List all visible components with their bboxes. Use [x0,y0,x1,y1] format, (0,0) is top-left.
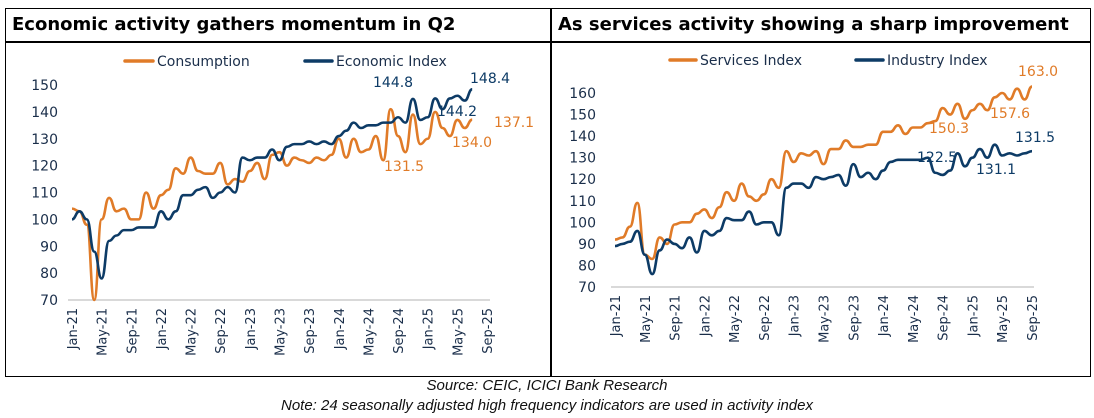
data-label: 131.5 [1015,130,1055,146]
x-tick-label: Jan-24 [333,308,348,350]
x-tick-label: May-24 [907,295,922,343]
x-tick-label: May-22 [185,308,200,356]
y-tick-label: 150 [31,78,58,94]
data-label: 144.2 [437,104,477,120]
x-tick-label: Sep-21 [669,295,684,341]
x-tick-label: Sep-22 [758,295,773,341]
y-tick-label: 90 [40,239,58,255]
x-tick-label: Sep-25 [1026,295,1041,341]
data-label: 150.3 [929,121,969,137]
data-label: 144.8 [373,75,413,91]
x-tick-label: Sep-23 [303,308,318,354]
legend-label: Industry Index [887,53,988,69]
x-tick-label: May-24 [362,308,377,356]
data-label: 137.1 [494,115,534,131]
x-tick-label: Jan-21 [66,308,81,350]
panel-divider [550,8,552,377]
title-divider [5,41,1091,43]
data-label: 134.0 [452,135,492,151]
x-tick-label: May-23 [818,295,833,343]
y-tick-label: 130 [569,151,596,167]
y-tick-label: 70 [578,280,596,296]
x-tick-label: May-25 [996,295,1011,343]
series-line-economic-index [71,88,473,280]
y-tick-label: 140 [569,129,596,145]
y-tick-label: 120 [31,159,58,175]
note-text: Note: 24 seasonally adjusted high freque… [281,397,813,414]
data-label: 163.0 [1018,64,1058,80]
x-tick-label: Sep-24 [937,295,952,341]
legend-label: Consumption [157,54,250,70]
x-tick-label: Jan-22 [698,295,713,337]
x-tick-label: Sep-22 [214,308,229,354]
series-line-services-index [614,85,1033,261]
y-tick-label: 90 [578,237,596,253]
x-tick-label: Sep-24 [392,308,407,354]
x-tick-label: Jan-23 [244,308,259,350]
data-label: 131.5 [384,159,424,175]
x-tick-label: Sep-25 [481,308,496,354]
y-tick-label: 150 [569,108,596,124]
figure-frame [5,8,1091,377]
y-tick-label: 100 [31,212,58,228]
x-tick-label: Jan-22 [155,308,170,350]
right-chart-title: As services activity showing a sharp imp… [558,14,1069,35]
y-tick-label: 110 [569,194,596,210]
x-tick-label: May-21 [96,308,111,356]
x-tick-label: Sep-21 [125,308,140,354]
x-tick-label: Jan-21 [609,295,624,337]
x-tick-label: Jan-25 [422,308,437,350]
legend-label: Services Index [700,53,802,69]
y-tick-label: 120 [569,172,596,188]
y-tick-label: 70 [40,293,58,309]
y-tick-label: 80 [40,266,58,282]
x-tick-label: Sep-23 [847,295,862,341]
data-label: 131.1 [976,162,1016,178]
x-tick-label: Jan-24 [877,295,892,337]
series-line-consumption [71,107,473,302]
x-tick-label: May-25 [451,308,466,356]
legend-label: Economic Index [336,54,447,70]
x-tick-label: Jan-25 [966,295,981,337]
left-chart-title: Economic activity gathers momentum in Q2 [12,14,456,35]
x-tick-label: May-23 [274,308,289,356]
source-text: Source: CEIC, ICICI Bank Research [426,377,668,394]
y-tick-label: 80 [578,258,596,274]
y-tick-label: 110 [31,186,58,202]
series-line-industry-index [614,143,1033,276]
y-tick-label: 130 [31,132,58,148]
y-tick-label: 100 [569,215,596,231]
y-tick-label: 160 [569,86,596,102]
x-tick-label: May-22 [728,295,743,343]
y-tick-label: 140 [31,105,58,121]
data-label: 157.6 [990,106,1030,122]
data-label: 122.5 [917,150,957,166]
x-tick-label: Jan-23 [788,295,803,337]
x-tick-label: May-21 [639,295,654,343]
data-label: 148.4 [470,71,510,87]
